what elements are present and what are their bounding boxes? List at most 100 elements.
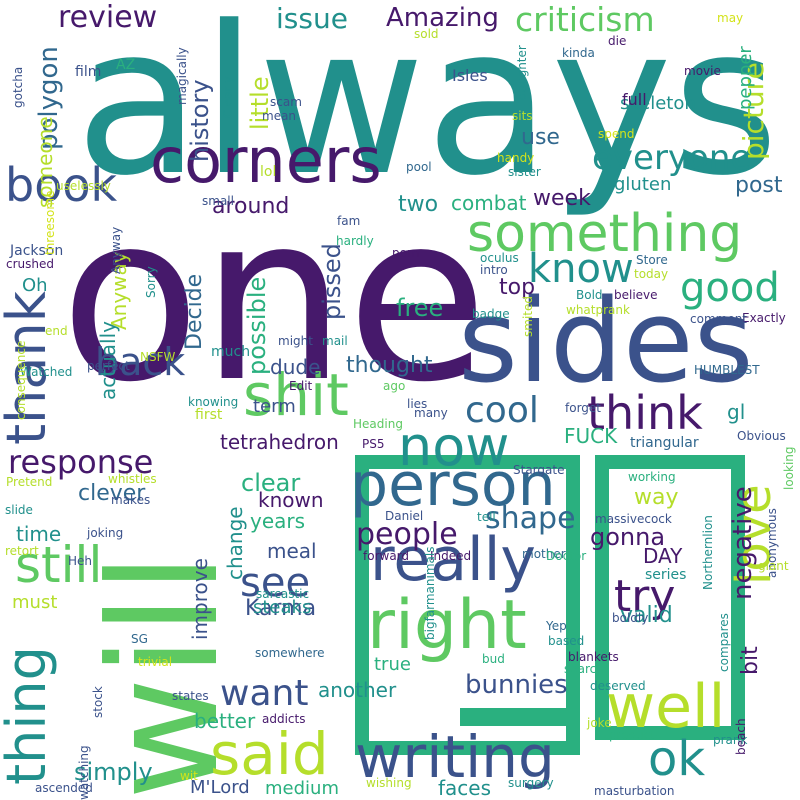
word-combat: combat <box>451 191 527 215</box>
word-az: AZ <box>116 57 136 73</box>
word-jackson: Jackson <box>10 243 64 259</box>
word-think: think <box>587 386 703 440</box>
word-states: states <box>172 689 209 703</box>
word-doctor: Doctor <box>546 549 587 563</box>
word-porn: porn <box>392 246 420 260</box>
word-comment: comment <box>690 312 748 326</box>
word-may: may <box>717 11 744 25</box>
word-trivial: trivial <box>138 655 173 669</box>
word-bud: bud <box>482 652 505 666</box>
word-lol: lol <box>260 164 277 180</box>
word-around: around <box>212 194 290 219</box>
word-top: top <box>499 275 536 300</box>
word-yep: Yep <box>546 619 567 633</box>
word-handy: handy <box>497 151 535 165</box>
word-sold: sold <box>414 27 439 41</box>
word-stargate: Stargate <box>513 463 565 477</box>
word-scam: scam <box>270 95 302 109</box>
word-isles: Isles <box>452 66 488 85</box>
word-edit: Edit <box>289 379 313 393</box>
word-see: see <box>240 560 311 606</box>
word-sides: sides <box>458 275 754 409</box>
word-kinda: kinda <box>562 46 595 60</box>
word-oh: Oh <box>22 275 48 296</box>
word-dude: dude <box>270 355 321 379</box>
word-always: always <box>75 0 779 221</box>
word-stock: stock <box>91 686 105 718</box>
word-movie: movie <box>684 64 721 78</box>
word-back: back <box>95 340 186 384</box>
word-thought: thought <box>346 353 433 378</box>
word-another: another <box>318 678 397 702</box>
word-sorry: Sorry <box>144 266 158 298</box>
word-clear: clear <box>241 469 301 497</box>
word-anyway: Anyway <box>109 226 123 274</box>
word-mother: mother <box>522 547 566 561</box>
green-bracket-shape <box>355 455 580 755</box>
word-decide: Decide <box>182 273 207 350</box>
word-gotcha: gotcha <box>11 66 25 108</box>
word-deserved: deserved <box>590 679 646 693</box>
word-series: series <box>645 567 687 583</box>
word-forward: forward <box>363 549 410 563</box>
word-joke: joke <box>587 716 612 730</box>
word-ps5: PS5 <box>362 437 385 451</box>
word-badge: badge <box>472 307 510 321</box>
word-looking: looking <box>782 446 796 490</box>
word-two: two <box>398 192 439 217</box>
word-watched: Watched <box>20 365 73 379</box>
word-whatprank: whatprank <box>566 303 630 317</box>
word-triangular: triangular <box>630 435 699 451</box>
word-must: must <box>12 592 58 613</box>
word-bunnies: bunnies <box>465 670 568 700</box>
word-many: many <box>414 406 448 420</box>
word-intro: intro <box>480 263 508 277</box>
word-crushed: crushed <box>6 257 54 271</box>
word-use: use <box>521 125 560 150</box>
word-beach: beach <box>734 718 748 755</box>
word-much: much <box>211 344 251 360</box>
word-time: time <box>16 522 62 546</box>
word-joking: joking <box>87 526 124 540</box>
word-compares: compares <box>717 613 731 672</box>
word-pissed: pissed <box>318 243 346 320</box>
word-bold: Bold <box>576 288 603 302</box>
word-clearly: Clearly <box>221 76 235 118</box>
word-clever: clever <box>78 481 146 506</box>
word-boldly: boldly <box>612 611 649 625</box>
word-week: week <box>533 186 591 211</box>
word-prank: prank <box>713 733 748 747</box>
word-search: search <box>564 662 604 676</box>
word-right: right <box>367 586 527 665</box>
word-tetrahedron: tetrahedron <box>220 430 339 454</box>
word-writing: writing <box>355 723 555 791</box>
word-mean: mean <box>262 109 297 123</box>
word-gluten: gluten <box>614 174 672 195</box>
word-free: free <box>396 294 444 322</box>
word-valid: valid <box>620 603 673 628</box>
word-fuck: FUCK <box>564 424 618 448</box>
word-products: products <box>609 728 662 742</box>
word-addicts: addicts <box>262 712 306 726</box>
word-steaks: steaks <box>253 597 312 618</box>
word-better: better <box>194 709 256 733</box>
word-pepper: pepper <box>735 46 756 110</box>
word-sg: SG <box>131 632 148 646</box>
word-known: known <box>258 488 324 512</box>
word-know: know <box>528 246 634 292</box>
word-gonna: gonna <box>590 523 666 551</box>
word-perfect: perfect <box>87 359 130 373</box>
word-thing: thing <box>0 646 58 785</box>
word-simply: simply <box>74 758 153 786</box>
word-something: something <box>467 204 743 264</box>
word-mail: mail <box>322 334 348 348</box>
word-small: small <box>202 194 234 208</box>
word-m-lord: M'Lord <box>190 777 250 798</box>
word-criticism: criticism <box>515 0 655 39</box>
word-oculus: oculus <box>480 251 519 265</box>
word-one: one <box>60 166 488 433</box>
word-true: true <box>374 654 411 675</box>
word-faces: faces <box>438 776 492 800</box>
word-sarcastic: sarcastic <box>256 587 310 601</box>
word-indeed: Indeed <box>430 549 472 563</box>
